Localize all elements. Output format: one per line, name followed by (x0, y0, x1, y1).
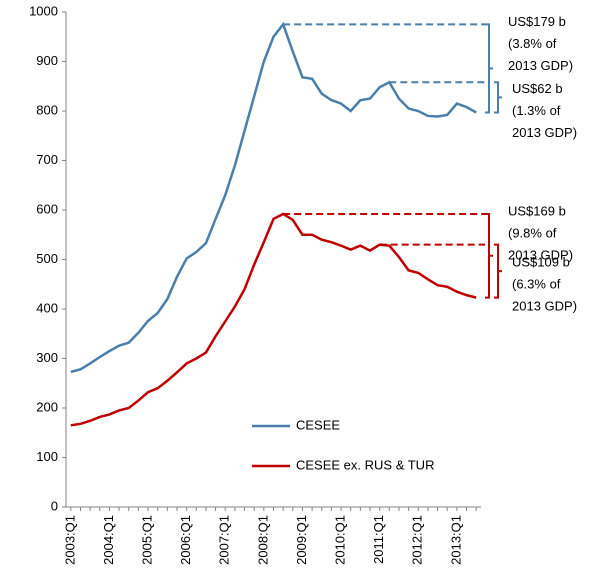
annotation-text: US$109 b (512, 255, 570, 270)
annotation-text: (6.3% of (512, 277, 561, 292)
x-tick-label: 2010:Q1 (332, 515, 347, 565)
annotation-text: US$62 b (512, 81, 563, 96)
annotation-text: (3.8% of (508, 36, 557, 51)
legend-label: CESEE ex. RUS & TUR (296, 457, 434, 472)
y-tick-label: 700 (36, 152, 58, 167)
bracket (485, 212, 493, 299)
y-tick-label: 600 (36, 201, 58, 216)
annotation-text: (9.8% of (508, 225, 557, 240)
y-tick-label: 900 (36, 53, 58, 68)
x-tick-label: 2005:Q1 (139, 515, 154, 565)
annotation-text: 2013 GDP) (508, 58, 573, 73)
bracket (494, 81, 502, 114)
x-tick-label: 2006:Q1 (178, 515, 193, 565)
annotation-text: (1.3% of (512, 103, 561, 118)
x-tick-label: 2003:Q1 (62, 515, 77, 565)
annotation-text: US$169 b (508, 203, 566, 218)
series-line (70, 21, 477, 374)
annotation-text: 2013 GDP) (508, 247, 573, 262)
x-tick-label: 2009:Q1 (294, 515, 309, 565)
annotation-text: US$179 b (508, 14, 566, 29)
x-tick-label: 2007:Q1 (217, 515, 232, 565)
bracket (485, 23, 493, 114)
y-tick-label: 300 (36, 350, 58, 365)
y-tick-label: 100 (36, 449, 58, 464)
y-tick-label: 500 (36, 251, 58, 266)
y-tick-label: 800 (36, 102, 58, 117)
y-tick-label: 200 (36, 399, 58, 414)
x-tick-label: 2004:Q1 (101, 515, 116, 565)
y-tick-label: 400 (36, 300, 58, 315)
x-tick-label: 2008:Q1 (255, 515, 270, 565)
x-tick-label: 2013:Q1 (448, 515, 463, 565)
x-tick-label: 2011:Q1 (371, 515, 386, 564)
annotation-text: 2013 GDP) (512, 125, 577, 140)
x-tick-label: 2012:Q1 (410, 515, 425, 565)
legend-label: CESEE (296, 417, 340, 432)
y-tick-label: 0 (51, 498, 58, 513)
annotation-text: 2013 GDP) (512, 299, 577, 314)
series-line (70, 212, 477, 427)
y-tick-label: 1000 (29, 3, 58, 18)
bracket (494, 243, 502, 299)
